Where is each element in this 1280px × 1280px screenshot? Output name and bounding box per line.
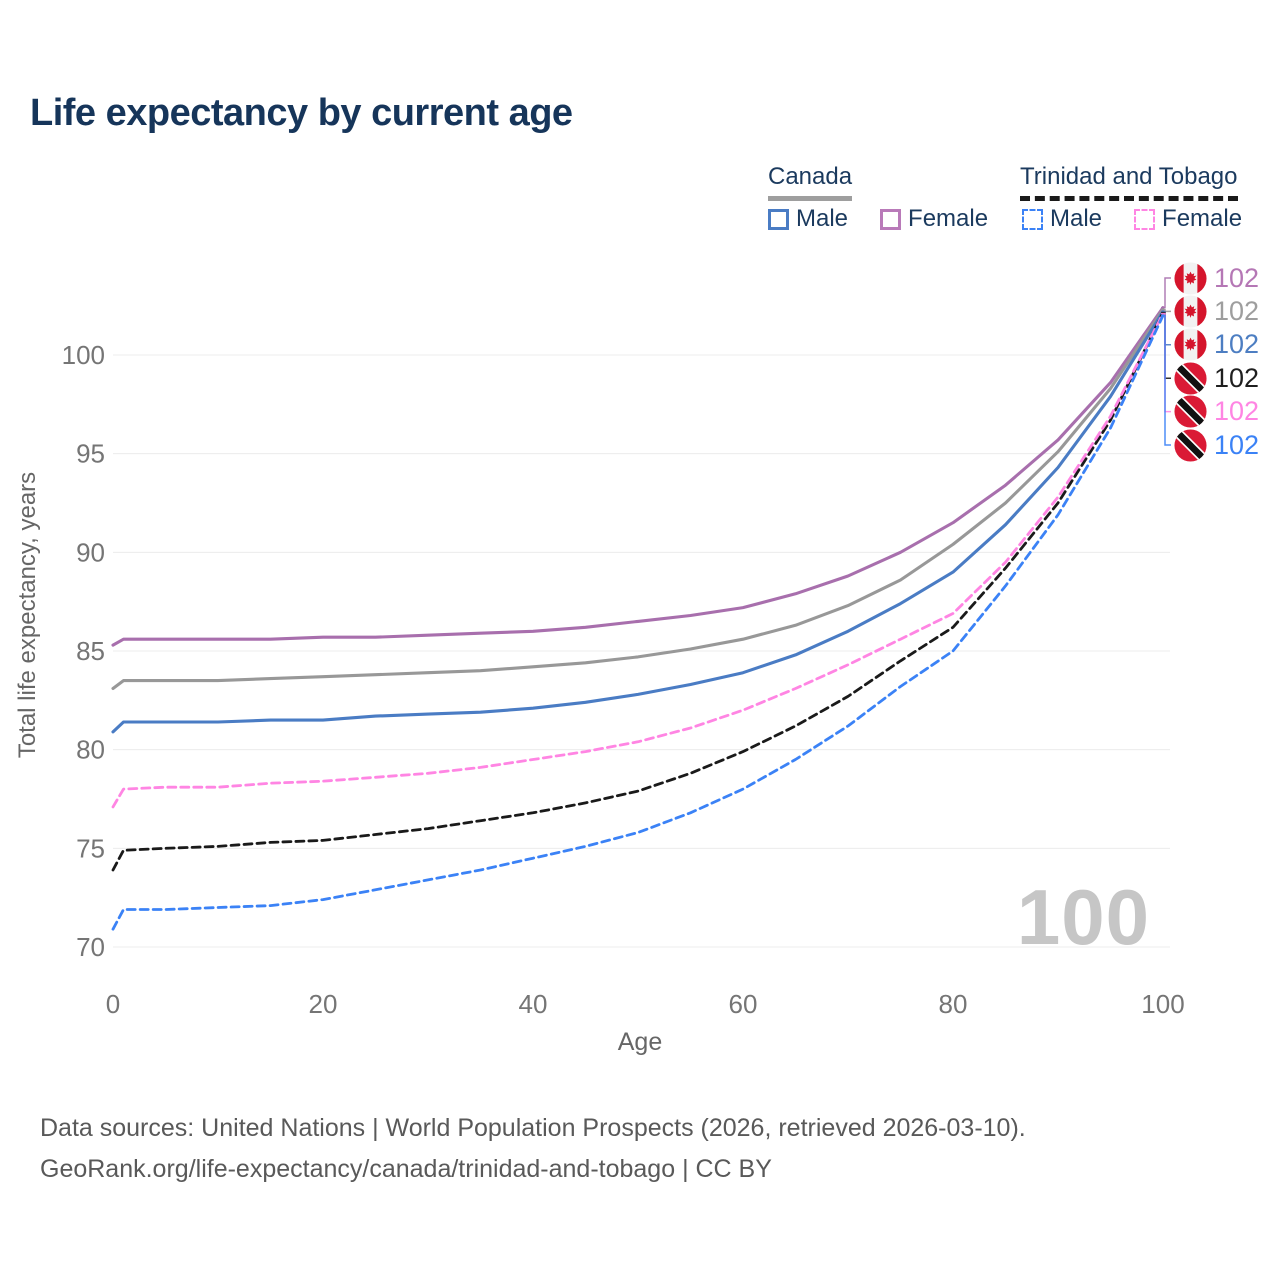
trinidad-and-tobago-flag-icon — [1174, 395, 1207, 428]
canada-flag-icon — [1174, 328, 1207, 361]
trinidad-female-swatch — [1134, 208, 1156, 230]
end-label-canada-male: 102 — [1174, 328, 1259, 361]
y-tick-70: 70 — [76, 932, 105, 962]
y-tick-75: 75 — [76, 833, 105, 863]
trinidad-and-tobago-flag-icon — [1174, 362, 1207, 395]
data-sources-line: Data sources: United Nations | World Pop… — [40, 1114, 1026, 1142]
leader-line — [1161, 277, 1171, 309]
series-line-trinidad-and-tobago-both-sexes[interactable] — [111, 311, 1165, 872]
x-axis-title: Age — [617, 1028, 663, 1056]
x-tick-60: 60 — [729, 989, 758, 1019]
x-tick-20: 20 — [309, 989, 338, 1019]
legend-group-canada: Canada — [768, 163, 853, 201]
y-tick-85: 85 — [76, 636, 105, 666]
legend-group-trinidad-and-tobago: Trinidad and Tobago — [1020, 163, 1238, 201]
series-line-canada-female[interactable] — [111, 306, 1165, 647]
legend-item-label: Female — [908, 205, 989, 232]
watermark-age-100: 100 — [1016, 873, 1150, 961]
attribution-line: GeoRank.org/life-expectancy/canada/trini… — [40, 1155, 772, 1183]
canada-flag-icon — [1174, 261, 1207, 295]
legend-item-canada-female[interactable]: Female — [880, 205, 988, 233]
end-label-canada-female: 102 — [1174, 261, 1260, 295]
end-label-value: 102 — [1214, 295, 1260, 326]
y-axis-title: Total life expectancy, years — [14, 471, 41, 759]
legend-item-label: Male — [1050, 205, 1103, 232]
y-tick-80: 80 — [76, 735, 105, 765]
leader-line — [1161, 314, 1171, 446]
y-tick-90: 90 — [76, 537, 105, 567]
x-tick-0: 0 — [106, 989, 120, 1019]
canada-female-swatch — [880, 208, 902, 230]
trinidad-and-tobago-flag-icon — [1174, 428, 1207, 462]
legend-item-tt-female[interactable]: Female — [1134, 205, 1242, 233]
leader-line — [1161, 312, 1171, 413]
end-label-value: 102 — [1214, 262, 1260, 293]
legend-item-label: Female — [1162, 205, 1243, 232]
footer: Data sources: United Nations | World Pop… — [40, 1108, 1026, 1190]
end-label-canada-both-sexes: 102 — [1174, 295, 1259, 328]
y-tick-95: 95 — [76, 439, 105, 469]
legend-item-label: Male — [796, 205, 849, 232]
series-line-canada-male[interactable] — [111, 310, 1165, 734]
end-label-value: 102 — [1214, 329, 1260, 360]
end-label-value: 102 — [1214, 362, 1260, 393]
end-label-trinidad-and-tobago-female: 102 — [1174, 395, 1259, 428]
legend-item-tt-male[interactable]: Male — [1022, 205, 1102, 233]
x-tick-40: 40 — [519, 989, 548, 1019]
y-tick-100: 100 — [62, 340, 105, 370]
canada-flag-icon — [1174, 295, 1207, 328]
series-line-canada-both-sexes[interactable] — [111, 308, 1165, 691]
end-label-trinidad-and-tobago-both-sexes: 102 — [1174, 362, 1259, 395]
trinidad-male-swatch — [1022, 208, 1043, 230]
legend-item-canada-male[interactable]: Male — [768, 205, 848, 233]
legend-row-canada: Male Female — [768, 205, 1012, 233]
leader-line — [1161, 308, 1171, 313]
end-label-value: 102 — [1214, 429, 1260, 460]
legend-row-trinidad-and-tobago: Male Female — [1022, 205, 1266, 233]
end-label-value: 102 — [1214, 396, 1260, 427]
x-tick-100: 100 — [1141, 989, 1184, 1019]
canada-male-swatch — [768, 208, 789, 230]
end-label-trinidad-and-tobago-male: 102 — [1174, 428, 1260, 462]
series-line-trinidad-and-tobago-male[interactable] — [111, 314, 1165, 931]
x-tick-80: 80 — [939, 989, 968, 1019]
series-line-trinidad-and-tobago-female[interactable] — [111, 312, 1165, 809]
page-title: Life expectancy by current age — [30, 92, 573, 134]
